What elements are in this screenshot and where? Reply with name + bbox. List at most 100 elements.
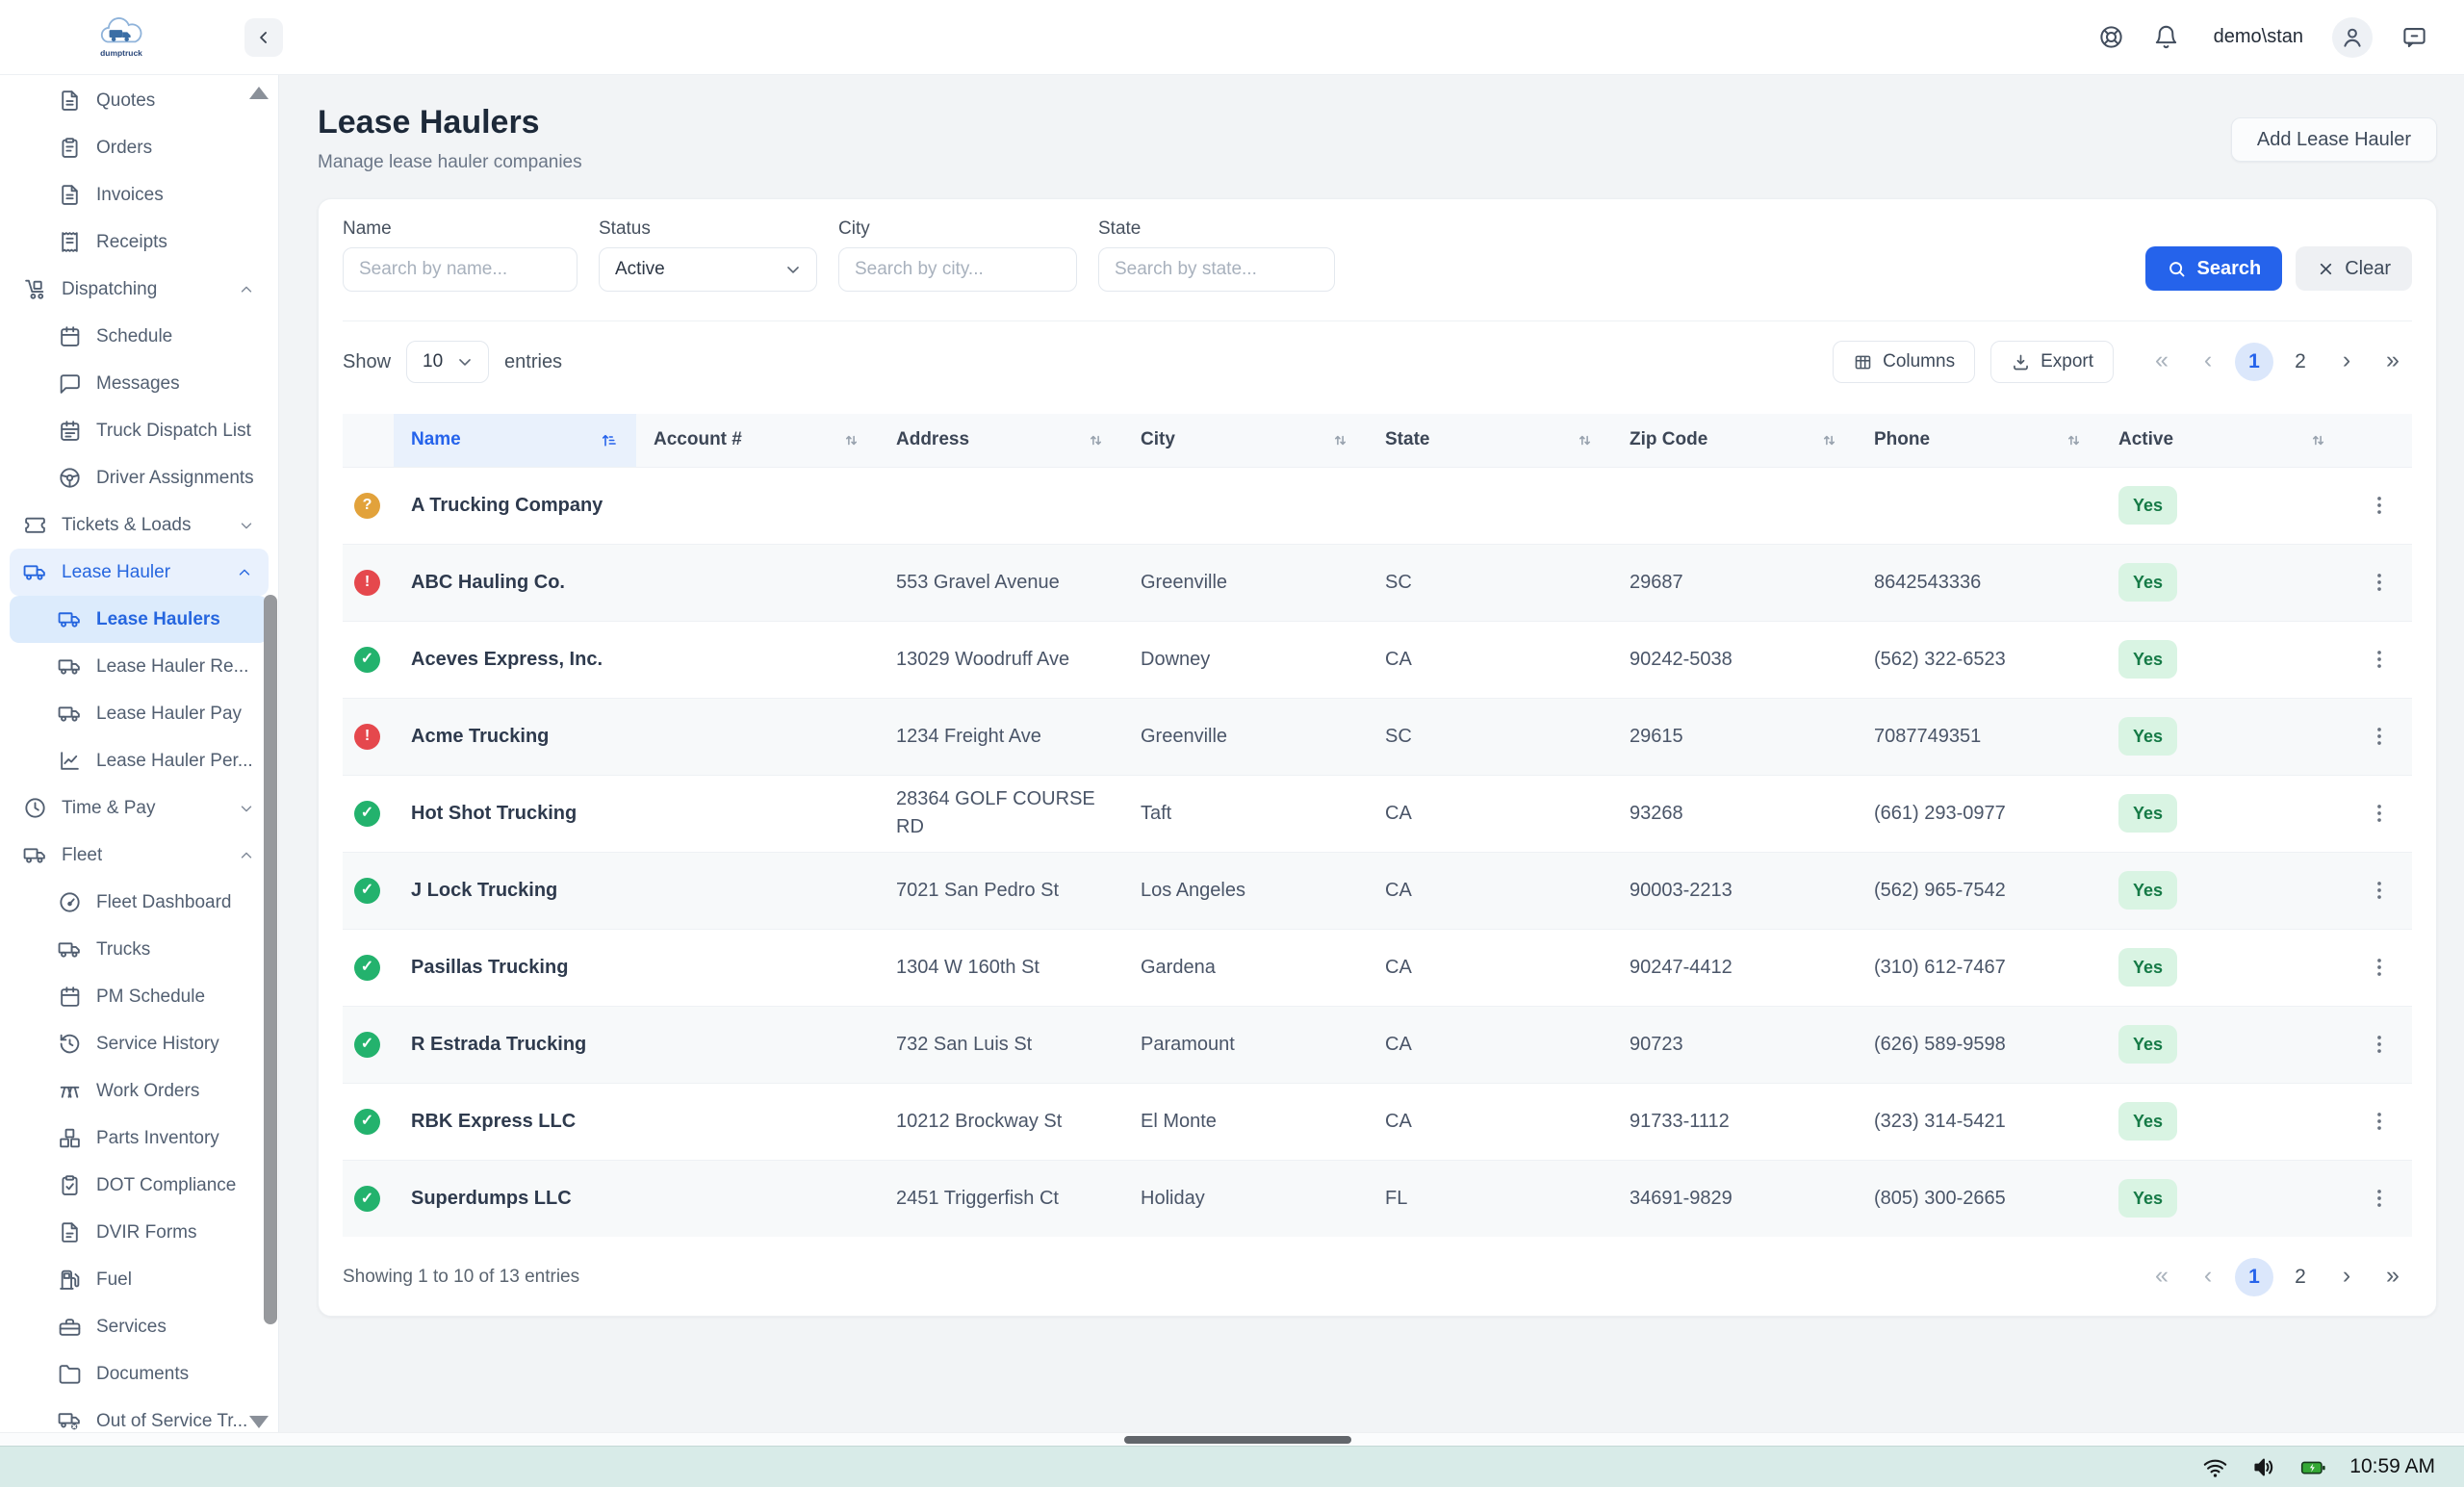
sidebar-item-label: DOT Compliance xyxy=(96,1175,236,1196)
page-size-select[interactable]: 10 xyxy=(406,341,489,383)
sidebar-item-dot-compliance[interactable]: DOT Compliance xyxy=(0,1162,278,1209)
pagination-bottom: «‹12›» xyxy=(2143,1258,2412,1296)
pagination-last-button[interactable]: » xyxy=(2374,1258,2412,1296)
state-search-input[interactable] xyxy=(1098,247,1335,292)
sidebar-item-dispatching[interactable]: Dispatching xyxy=(0,266,278,313)
sidebar-scrollbar[interactable] xyxy=(264,595,277,1324)
pagination-page-1-button[interactable]: 1 xyxy=(2235,1258,2273,1296)
sidebar-scroll-down-arrow[interactable] xyxy=(249,1416,269,1428)
table-row[interactable]: ✓Hot Shot Trucking28364 GOLF COURSE RDTa… xyxy=(343,775,2412,852)
row-actions-menu-button[interactable] xyxy=(2367,647,2392,672)
row-actions-menu-button[interactable] xyxy=(2367,570,2392,595)
column-header-state[interactable]: State xyxy=(1368,414,1612,467)
sidebar-item-schedule[interactable]: Schedule xyxy=(0,313,278,360)
column-header-address[interactable]: Address xyxy=(879,414,1123,467)
add-lease-hauler-button[interactable]: Add Lease Hauler xyxy=(2231,117,2437,162)
app-logo[interactable]: dumptruck xyxy=(94,13,148,63)
cell-zip: 90723 xyxy=(1612,1006,1857,1083)
horizontal-scrollbar-thumb[interactable] xyxy=(1124,1436,1351,1444)
table-row[interactable]: ✓R Estrada Trucking732 San Luis StParamo… xyxy=(343,1006,2412,1083)
search-button[interactable]: Search xyxy=(2145,246,2282,291)
sidebar-item-fleet[interactable]: Fleet xyxy=(0,832,278,879)
folder-icon xyxy=(58,1362,82,1386)
status-select[interactable]: Active xyxy=(599,247,817,292)
sidebar-item-time-pay[interactable]: Time & Pay xyxy=(0,784,278,832)
sidebar-item-documents[interactable]: Documents xyxy=(0,1350,278,1397)
row-actions-menu-button[interactable] xyxy=(2367,801,2392,826)
sidebar-collapse-button[interactable] xyxy=(244,18,283,57)
sidebar-item-services[interactable]: Services xyxy=(0,1303,278,1350)
chat-feedback-icon[interactable] xyxy=(2401,24,2427,50)
sidebar-item-lease-hauler-pay[interactable]: Lease Hauler Pay xyxy=(0,690,278,737)
sidebar-item-lease-hauler-per[interactable]: Lease Hauler Per... xyxy=(0,737,278,784)
row-actions-menu-button[interactable] xyxy=(2367,724,2392,749)
sidebar-item-lease-hauler[interactable]: Lease Hauler xyxy=(10,549,269,596)
row-actions-menu-button[interactable] xyxy=(2367,1032,2392,1057)
column-header-name[interactable]: Name xyxy=(394,414,636,467)
column-header-phone[interactable]: Phone xyxy=(1857,414,2101,467)
row-actions-menu-button[interactable] xyxy=(2367,1186,2392,1211)
battery-icon[interactable] xyxy=(2300,1454,2326,1480)
sidebar-item-invoices[interactable]: Invoices xyxy=(0,171,278,218)
export-button[interactable]: Export xyxy=(1990,341,2114,383)
pagination-last-button[interactable]: » xyxy=(2374,343,2412,381)
wifi-icon[interactable] xyxy=(2202,1454,2228,1480)
row-actions-menu-button[interactable] xyxy=(2367,955,2392,980)
user-avatar[interactable] xyxy=(2332,17,2373,58)
pagination-first-button[interactable]: « xyxy=(2143,1258,2181,1296)
sidebar-item-out-of-service-tr[interactable]: Out of Service Tr... xyxy=(0,1397,278,1432)
column-header-active[interactable]: Active xyxy=(2101,414,2346,467)
sidebar-item-truck-dispatch-list[interactable]: Truck Dispatch List xyxy=(0,407,278,454)
sidebar-item-fleet-dashboard[interactable]: Fleet Dashboard xyxy=(0,879,278,926)
horizontal-scrollbar[interactable] xyxy=(0,1432,2464,1446)
cell-name: A Trucking Company xyxy=(394,467,636,544)
column-header-zip-code[interactable]: Zip Code xyxy=(1612,414,1857,467)
city-search-input[interactable] xyxy=(838,247,1077,292)
sidebar-item-dvir-forms[interactable]: DVIR Forms xyxy=(0,1209,278,1256)
table-row[interactable]: ✓Pasillas Trucking1304 W 160th StGardena… xyxy=(343,929,2412,1006)
pagination-prev-button[interactable]: ‹ xyxy=(2189,1258,2227,1296)
pagination-page-2-button[interactable]: 2 xyxy=(2281,343,2320,381)
sidebar-item-lease-haulers[interactable]: Lease Haulers xyxy=(10,596,269,643)
clear-button[interactable]: Clear xyxy=(2296,246,2412,291)
table-row[interactable]: ✓Aceves Express, Inc.13029 Woodruff AveD… xyxy=(343,621,2412,698)
pagination-next-button[interactable]: › xyxy=(2327,343,2366,381)
row-actions-menu-button[interactable] xyxy=(2367,1109,2392,1134)
pagination-prev-button[interactable]: ‹ xyxy=(2189,343,2227,381)
name-search-input[interactable] xyxy=(343,247,578,292)
sidebar-item-quotes[interactable]: Quotes xyxy=(0,77,278,124)
row-actions-menu-button[interactable] xyxy=(2367,878,2392,903)
sidebar-item-lease-hauler-re[interactable]: Lease Hauler Re... xyxy=(0,643,278,690)
table-row[interactable]: ✓RBK Express LLC10212 Brockway StEl Mont… xyxy=(343,1083,2412,1160)
sidebar-item-receipts[interactable]: Receipts xyxy=(0,218,278,266)
column-header-city[interactable]: City xyxy=(1123,414,1368,467)
sidebar-item-fuel[interactable]: Fuel xyxy=(0,1256,278,1303)
file-icon xyxy=(58,1220,82,1244)
status-ok-icon: ✓ xyxy=(354,878,380,904)
help-lifebuoy-icon[interactable] xyxy=(2098,24,2124,50)
column-header-account[interactable]: Account # xyxy=(636,414,879,467)
table-row[interactable]: ✓Superdumps LLC2451 Triggerfish CtHolida… xyxy=(343,1160,2412,1237)
sidebar-item-trucks[interactable]: Trucks xyxy=(0,926,278,973)
pagination-next-button[interactable]: › xyxy=(2327,1258,2366,1296)
volume-icon[interactable] xyxy=(2251,1454,2277,1480)
columns-button[interactable]: Columns xyxy=(1833,341,1975,383)
sidebar-item-driver-assignments[interactable]: Driver Assignments xyxy=(0,454,278,501)
pagination-page-2-button[interactable]: 2 xyxy=(2281,1258,2320,1296)
row-actions-menu-button[interactable] xyxy=(2367,493,2392,518)
table-row[interactable]: ✓J Lock Trucking7021 San Pedro StLos Ang… xyxy=(343,852,2412,929)
table-row[interactable]: !ABC Hauling Co.553 Gravel AvenueGreenvi… xyxy=(343,544,2412,621)
sidebar-item-messages[interactable]: Messages xyxy=(0,360,278,407)
sidebar-item-tickets-loads[interactable]: Tickets & Loads xyxy=(0,501,278,549)
pagination-page-1-button[interactable]: 1 xyxy=(2235,343,2273,381)
sidebar-item-pm-schedule[interactable]: PM Schedule xyxy=(0,973,278,1020)
sidebar-item-work-orders[interactable]: Work Orders xyxy=(0,1067,278,1115)
table-row[interactable]: !Acme Trucking1234 Freight AveGreenville… xyxy=(343,698,2412,775)
sidebar-item-orders[interactable]: Orders xyxy=(0,124,278,171)
sidebar-scroll-up-arrow[interactable] xyxy=(249,87,269,99)
notifications-bell-icon[interactable] xyxy=(2153,24,2179,50)
sidebar-item-parts-inventory[interactable]: Parts Inventory xyxy=(0,1115,278,1162)
sidebar-item-service-history[interactable]: Service History xyxy=(0,1020,278,1067)
pagination-first-button[interactable]: « xyxy=(2143,343,2181,381)
table-row[interactable]: ?A Trucking CompanyYes xyxy=(343,467,2412,544)
